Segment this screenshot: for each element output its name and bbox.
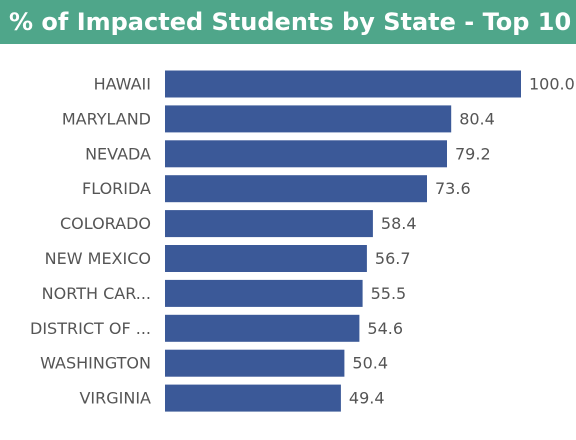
category-label-1: MARYLAND	[62, 109, 151, 128]
chart-title: % of Impacted Students by State - Top 10	[0, 0, 576, 44]
category-label-4: COLORADO	[60, 214, 151, 233]
data-label-9: 49.4	[349, 389, 385, 408]
category-label-5: NEW MEXICO	[45, 249, 151, 268]
data-label-1: 80.4	[459, 109, 495, 128]
bar-7	[165, 314, 360, 342]
data-label-6: 55.5	[371, 284, 407, 303]
bar-8	[165, 349, 345, 377]
bar-4	[165, 210, 373, 238]
data-label-8: 50.4	[352, 354, 388, 373]
bar-9	[165, 384, 341, 412]
category-label-7: DISTRICT OF ...	[30, 319, 151, 338]
category-label-0: HAWAII	[94, 75, 151, 94]
data-label-4: 58.4	[381, 214, 417, 233]
bar-0	[165, 70, 521, 98]
data-label-2: 79.2	[455, 144, 491, 163]
bar-chart: HAWAII 100.0 MARYLAND 80.4 NEVADA 79.2 FLORIDA…	[30, 70, 575, 412]
data-label-5: 56.7	[375, 249, 411, 268]
category-label-2: NEVADA	[85, 144, 151, 163]
category-label-3: FLORIDA	[82, 179, 151, 198]
bar-3	[165, 175, 427, 203]
bar-2	[165, 140, 447, 168]
bar-1	[165, 105, 452, 133]
data-label-0: 100.0	[529, 75, 575, 94]
category-label-6: NORTH CAR...	[42, 284, 151, 303]
bar-5	[165, 245, 367, 272]
category-label-9: VIRGINIA	[79, 389, 151, 408]
data-label-7: 54.6	[367, 319, 403, 338]
data-label-3: 73.6	[435, 179, 471, 198]
category-label-8: WASHINGTON	[40, 354, 151, 373]
bar-6	[165, 279, 363, 307]
